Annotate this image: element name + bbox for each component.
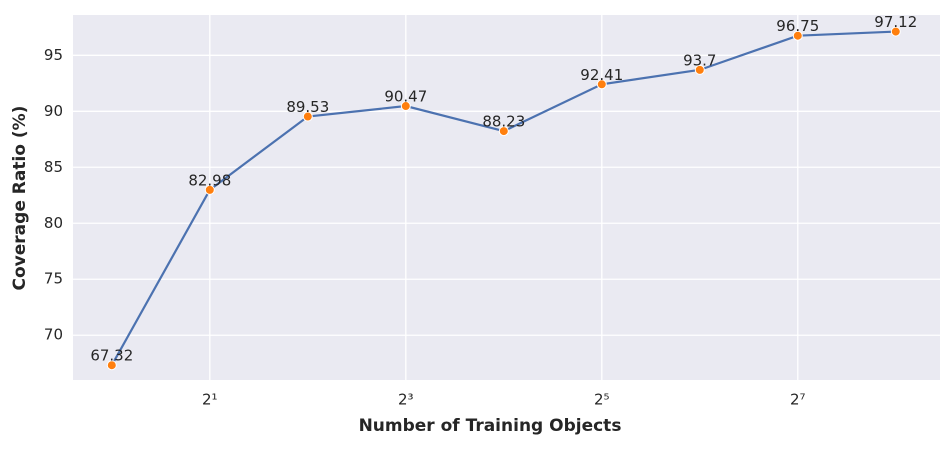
point-marker	[302, 111, 313, 122]
data-label: 96.75	[776, 17, 819, 35]
x-tick-label: 2⁷	[790, 391, 806, 409]
x-tick-label: 2¹	[202, 391, 218, 409]
y-tick-label: 90	[44, 102, 63, 120]
y-axis-label: Coverage Ratio (%)	[10, 106, 30, 291]
data-label: 90.47	[384, 88, 427, 106]
point-marker	[204, 184, 215, 195]
data-label: 89.53	[286, 98, 329, 116]
point-marker	[596, 79, 607, 90]
point-marker	[694, 64, 705, 75]
plot-area	[73, 15, 940, 380]
point-marker	[106, 360, 117, 371]
x-tick-label: 2⁵	[594, 391, 610, 409]
data-label: 88.23	[482, 113, 525, 131]
data-label: 82.98	[188, 171, 231, 189]
y-tick-label: 75	[44, 270, 63, 288]
point-marker	[400, 101, 411, 112]
y-tick-label: 85	[44, 158, 63, 176]
point-marker	[498, 126, 509, 137]
point-marker	[792, 30, 803, 41]
x-axis-label: Number of Training Objects	[359, 416, 622, 436]
data-label: 92.41	[580, 66, 623, 84]
y-tick-label: 80	[44, 214, 63, 232]
data-label: 97.12	[874, 13, 917, 31]
y-tick-label: 70	[44, 326, 63, 344]
point-marker	[890, 26, 901, 37]
y-tick-label: 95	[44, 46, 63, 64]
data-label: 93.7	[683, 51, 716, 69]
x-tick-label: 2³	[398, 391, 414, 409]
data-label: 67.32	[90, 347, 133, 365]
